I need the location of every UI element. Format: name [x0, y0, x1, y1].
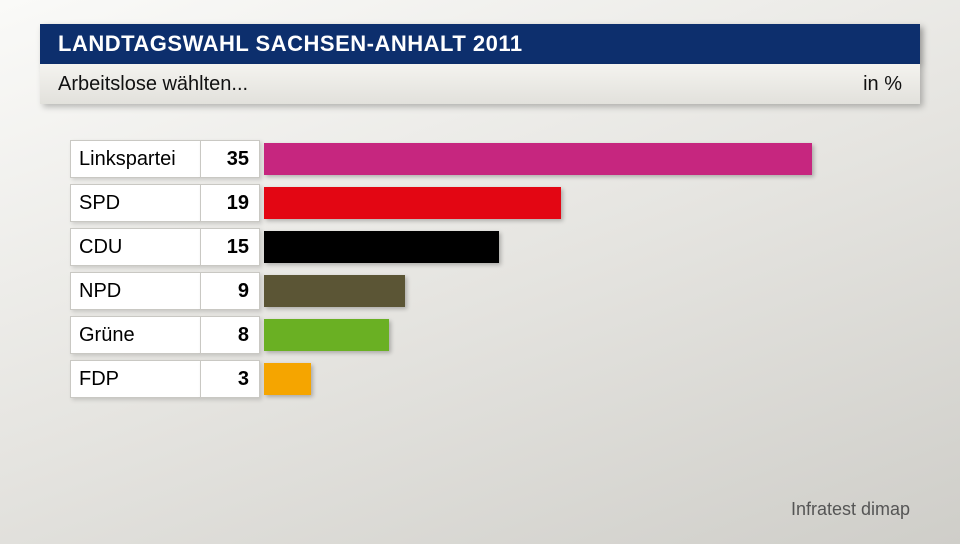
bar-fill [264, 187, 561, 219]
bar-value: 3 [200, 360, 260, 398]
bar-row: SPD19 [70, 184, 890, 222]
bar-label: Linkspartei [70, 140, 200, 178]
chart-area: Linkspartei35SPD19CDU15NPD9Grüne8FDP3 [70, 140, 890, 404]
chart-frame: LANDTAGSWAHL SACHSEN-ANHALT 2011 Arbeits… [0, 0, 960, 544]
chart-subtitle: Arbeitslose wählten... [58, 73, 248, 96]
bar-value: 19 [200, 184, 260, 222]
subtitle-bar: Arbeitslose wählten... in % [40, 64, 920, 104]
bar-track [264, 228, 890, 266]
bar-value: 9 [200, 272, 260, 310]
bar-label: FDP [70, 360, 200, 398]
bar-fill [264, 319, 389, 351]
bar-label: Grüne [70, 316, 200, 354]
bar-fill [264, 143, 812, 175]
bar-track [264, 360, 890, 398]
title-bar: LANDTAGSWAHL SACHSEN-ANHALT 2011 [40, 24, 920, 64]
chart-title: LANDTAGSWAHL SACHSEN-ANHALT 2011 [58, 31, 523, 57]
bar-track [264, 184, 890, 222]
bar-row: FDP3 [70, 360, 890, 398]
bar-value: 8 [200, 316, 260, 354]
bar-row: CDU15 [70, 228, 890, 266]
bar-track [264, 316, 890, 354]
bar-fill [264, 363, 311, 395]
bar-track [264, 272, 890, 310]
source-credit: Infratest dimap [791, 499, 910, 520]
bar-value: 15 [200, 228, 260, 266]
bar-label: SPD [70, 184, 200, 222]
bar-fill [264, 275, 405, 307]
bar-row: Linkspartei35 [70, 140, 890, 178]
bar-track [264, 140, 890, 178]
chart-unit: in % [863, 73, 902, 96]
bar-row: NPD9 [70, 272, 890, 310]
bar-row: Grüne8 [70, 316, 890, 354]
bar-value: 35 [200, 140, 260, 178]
bar-label: NPD [70, 272, 200, 310]
bar-label: CDU [70, 228, 200, 266]
bar-fill [264, 231, 499, 263]
